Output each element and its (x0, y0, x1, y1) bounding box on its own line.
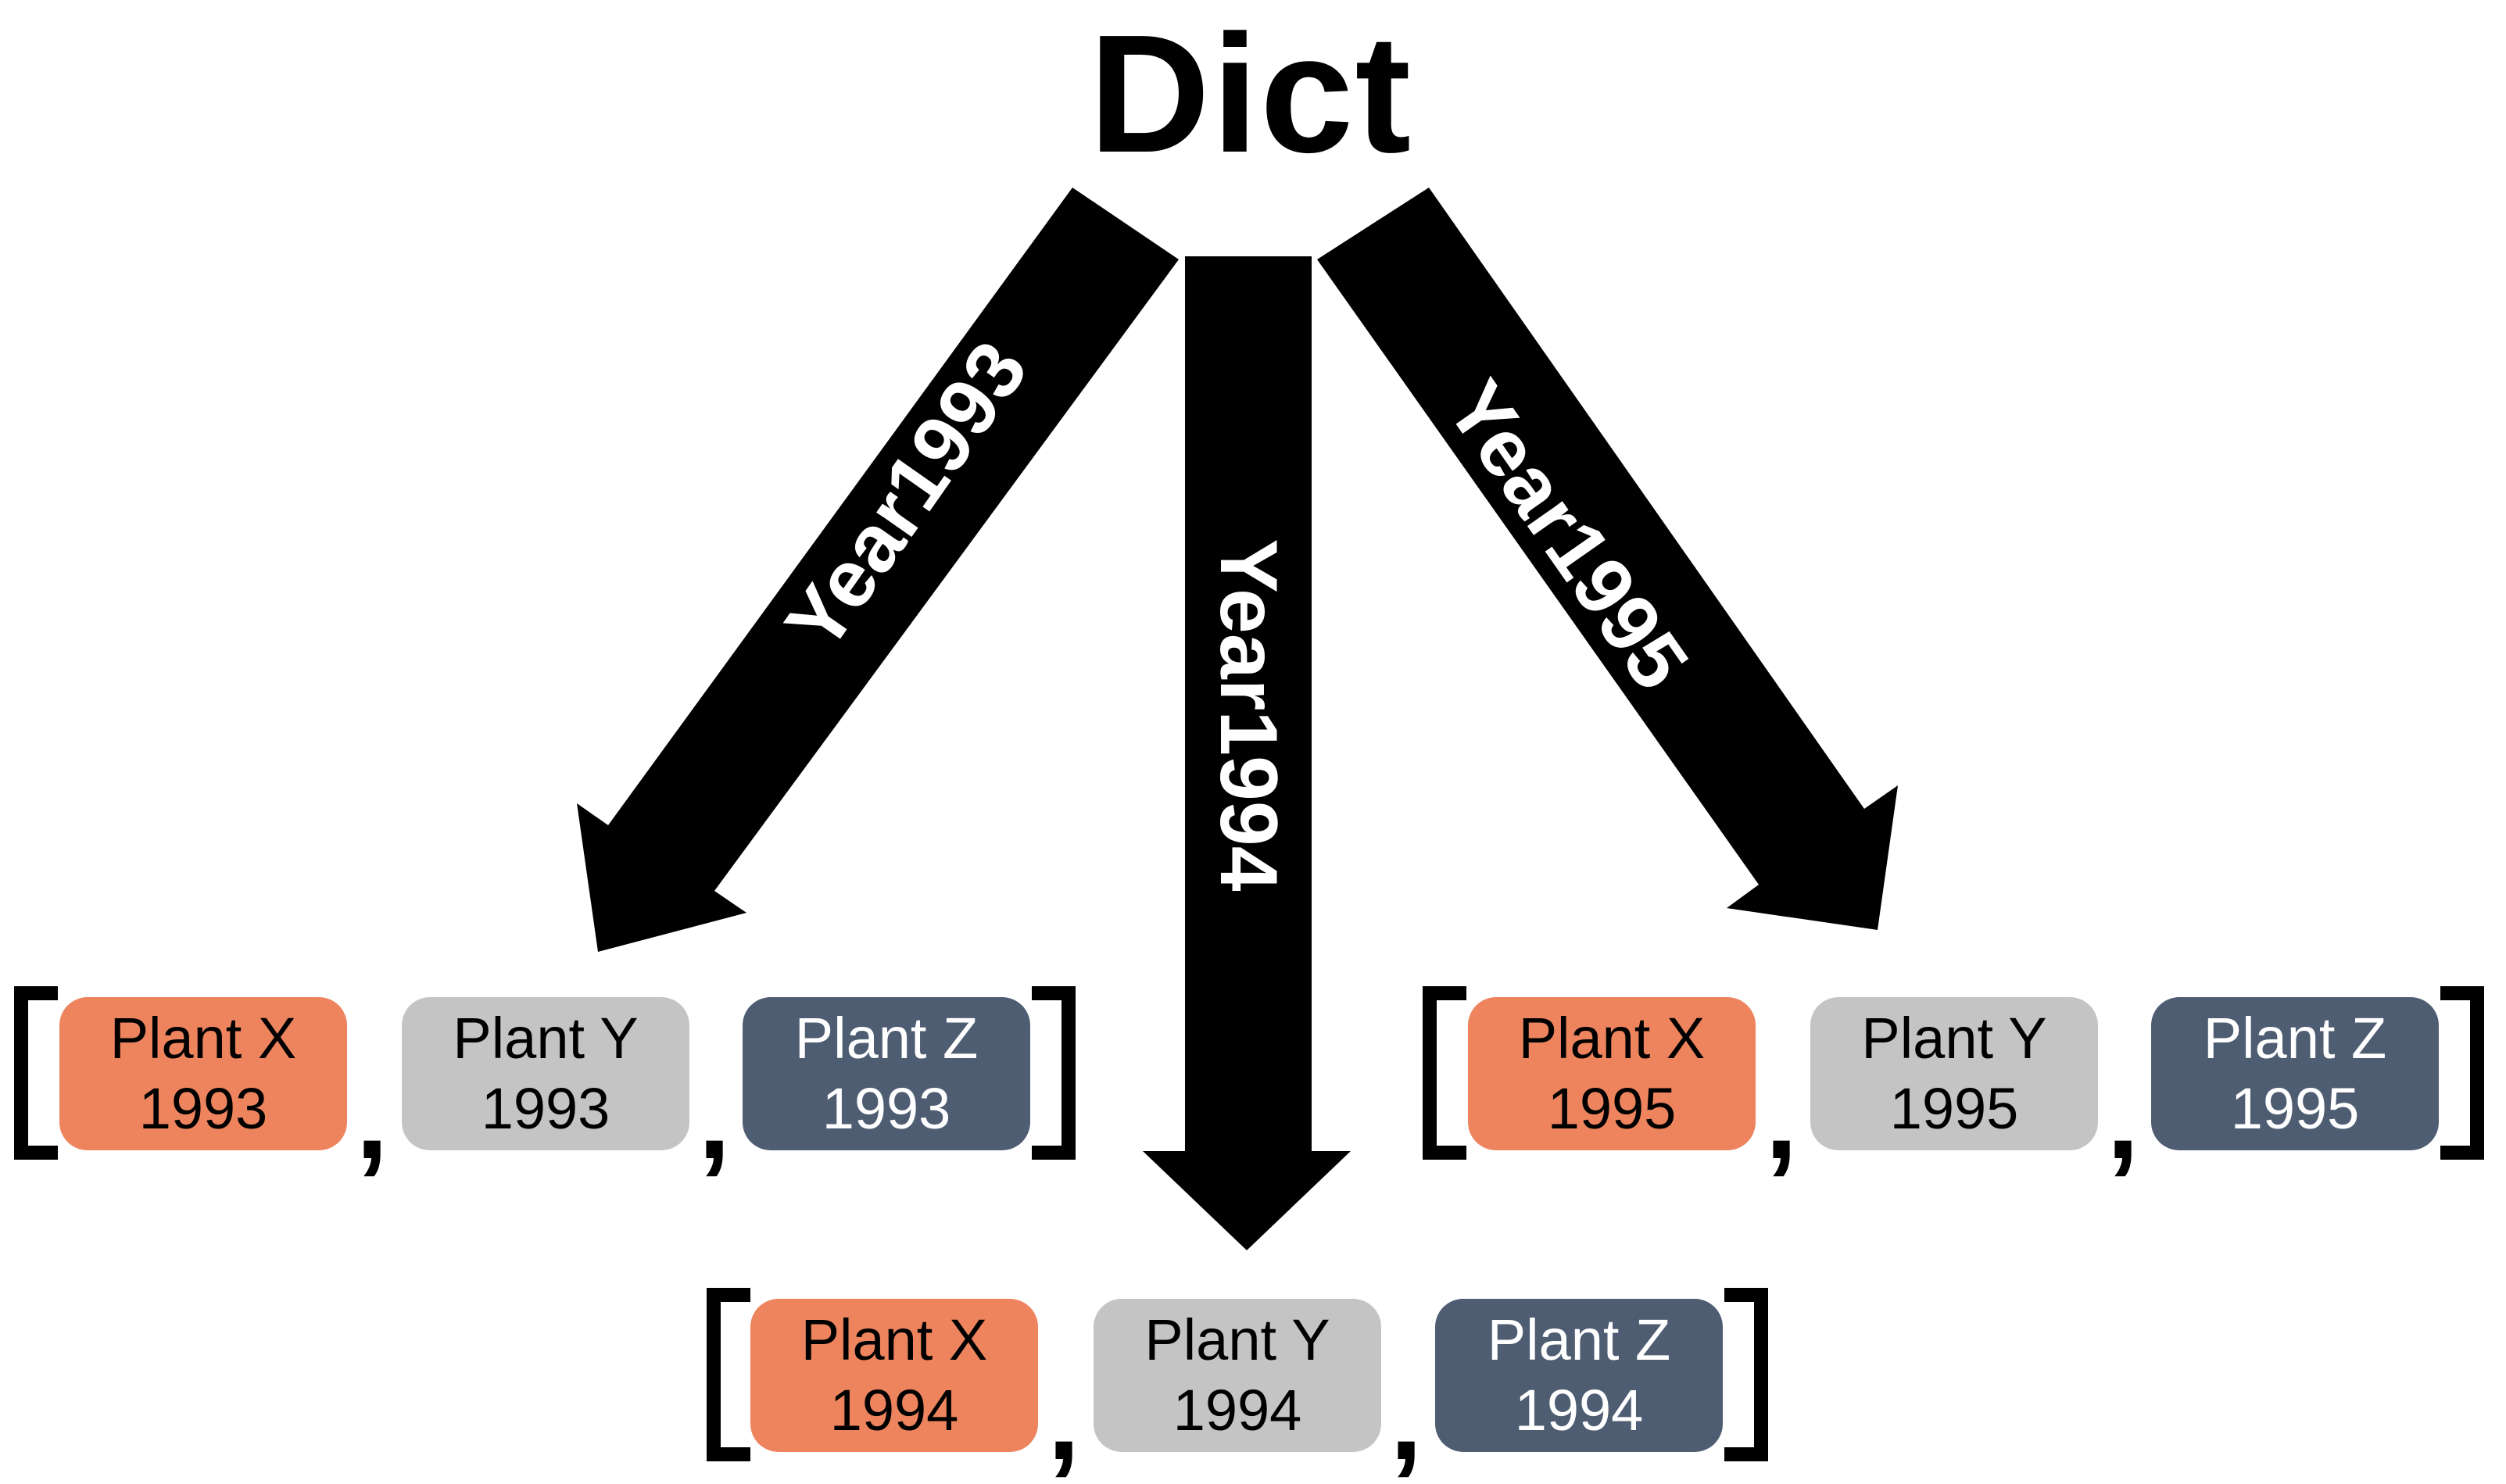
plant-year: 1994 (1172, 1378, 1302, 1443)
arrow-year1995 (1317, 188, 1898, 930)
arrow-year1993 (577, 188, 1179, 952)
arrow-label-year1994: Year1994 (1203, 538, 1294, 892)
plant-year: 1995 (1889, 1076, 2019, 1141)
plant-year: 1993 (822, 1076, 951, 1141)
plant-y-1995-box: Plant Y 1995 (1810, 997, 2098, 1150)
plant-y-1994-box: Plant Y 1994 (1094, 1299, 1381, 1452)
plant-name: Plant X (109, 1006, 297, 1071)
comma-separator: , (356, 1052, 388, 1183)
group-1994-left-bracket (707, 1288, 750, 1461)
plant-x-1993-box: Plant X 1993 (59, 997, 347, 1150)
plant-name: Plant Z (794, 1006, 979, 1071)
plant-name: Plant X (1518, 1006, 1706, 1071)
plant-year: 1993 (481, 1076, 610, 1141)
plant-name: Plant X (800, 1307, 988, 1372)
plant-y-1993-box: Plant Y 1993 (402, 997, 689, 1150)
plant-year: 1995 (2230, 1076, 2360, 1141)
plant-z-1995-box: Plant Z 1995 (2151, 997, 2439, 1150)
plant-x-1994-box: Plant X 1994 (750, 1299, 1038, 1452)
plant-year: 1995 (1547, 1076, 1677, 1141)
plant-name: Plant Y (1144, 1307, 1330, 1372)
dict-title: Dict (1088, 0, 1413, 188)
comma-separator: , (2107, 1052, 2139, 1183)
comma-separator: , (1765, 1052, 1798, 1183)
comma-separator: , (698, 1052, 731, 1183)
plant-z-1993-box: Plant Z 1993 (743, 997, 1030, 1150)
plant-year: 1994 (1514, 1378, 1644, 1443)
comma-separator: , (1047, 1353, 1080, 1484)
plant-x-1995-box: Plant X 1995 (1468, 997, 1756, 1150)
comma-separator: , (1390, 1353, 1423, 1484)
group-1993-left-bracket (14, 986, 58, 1160)
plant-name: Plant Z (1487, 1307, 1671, 1372)
group-1995-right-bracket (2440, 986, 2484, 1160)
group-1993-right-bracket (1032, 986, 1076, 1160)
plant-name: Plant Y (1861, 1006, 2047, 1071)
plant-name: Plant Y (453, 1006, 639, 1071)
plant-name: Plant Z (2203, 1006, 2387, 1071)
group-1995-left-bracket (1423, 986, 1466, 1160)
plant-z-1994-box: Plant Z 1994 (1435, 1299, 1723, 1452)
plant-year: 1994 (829, 1378, 959, 1443)
arrow-year1994 (1143, 256, 1351, 1250)
group-1994-right-bracket (1724, 1288, 1768, 1461)
plant-year: 1993 (138, 1076, 268, 1141)
